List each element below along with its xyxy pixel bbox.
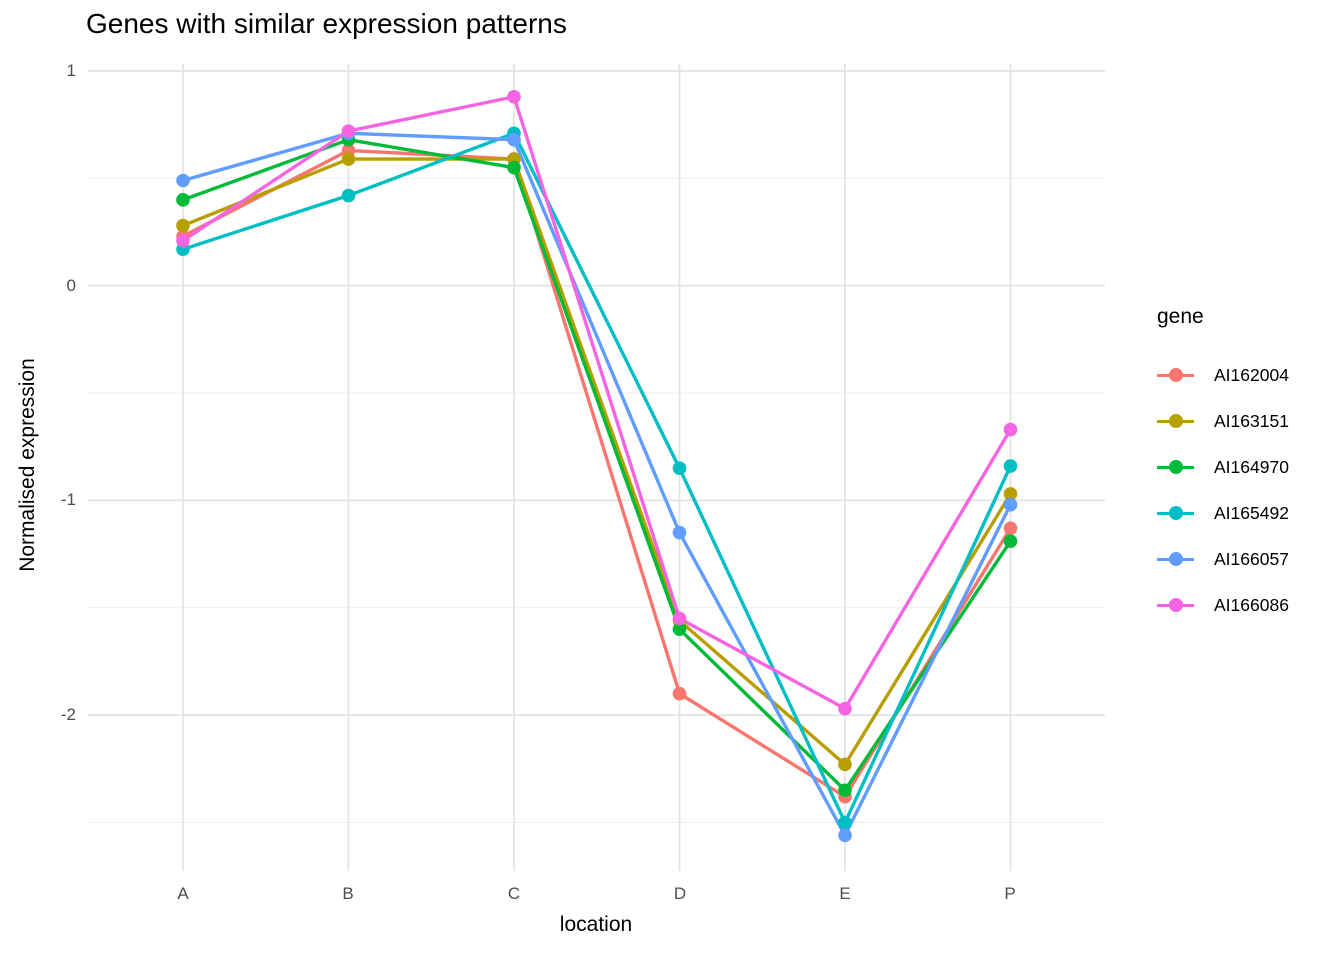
legend-key-icon	[1157, 595, 1194, 615]
legend-entry: AI166057	[1150, 536, 1340, 582]
legend-title: gene	[1157, 305, 1204, 328]
chart-title: Genes with similar expression patterns	[86, 8, 567, 39]
x-tick-label-d: D	[673, 884, 687, 903]
legend-entry: AI164970	[1150, 444, 1340, 490]
legend-label: AI162004	[1214, 364, 1289, 385]
legend-label: AI165492	[1214, 502, 1289, 523]
legend-label: AI166057	[1214, 548, 1289, 569]
legend: gene AI162004 AI163151 AI164970 AI165492	[1150, 302, 1340, 628]
x-tick-label-c: C	[507, 884, 521, 903]
legend-entry: AI165492	[1150, 490, 1340, 536]
x-tick-label-a: A	[177, 884, 189, 903]
legend-key-icon	[1157, 365, 1194, 385]
legend-key-icon	[1157, 503, 1194, 523]
x-tick-label-e: E	[839, 884, 851, 903]
x-axis-title: location	[559, 913, 633, 936]
legend-label: AI164970	[1214, 456, 1289, 477]
y-tick-label-neg2: -2	[60, 705, 76, 724]
legend-entry: AI166086	[1150, 582, 1340, 628]
legend-key-icon	[1157, 411, 1194, 431]
legend-label: AI166086	[1214, 594, 1289, 615]
y-tick-label-0: 0	[66, 276, 76, 295]
y-tick-label-1: 1	[66, 61, 76, 80]
legend-key-icon	[1157, 549, 1194, 569]
y-axis-title: Normalised expression	[16, 358, 39, 572]
x-tick-label-b: B	[342, 884, 354, 903]
legend-label: AI163151	[1214, 410, 1289, 431]
legend-key-icon	[1157, 457, 1194, 477]
legend-entry: AI163151	[1150, 398, 1340, 444]
y-tick-label-neg1: -1	[60, 490, 76, 509]
x-tick-label-p: P	[1004, 884, 1016, 903]
legend-entry: AI162004	[1150, 352, 1340, 398]
